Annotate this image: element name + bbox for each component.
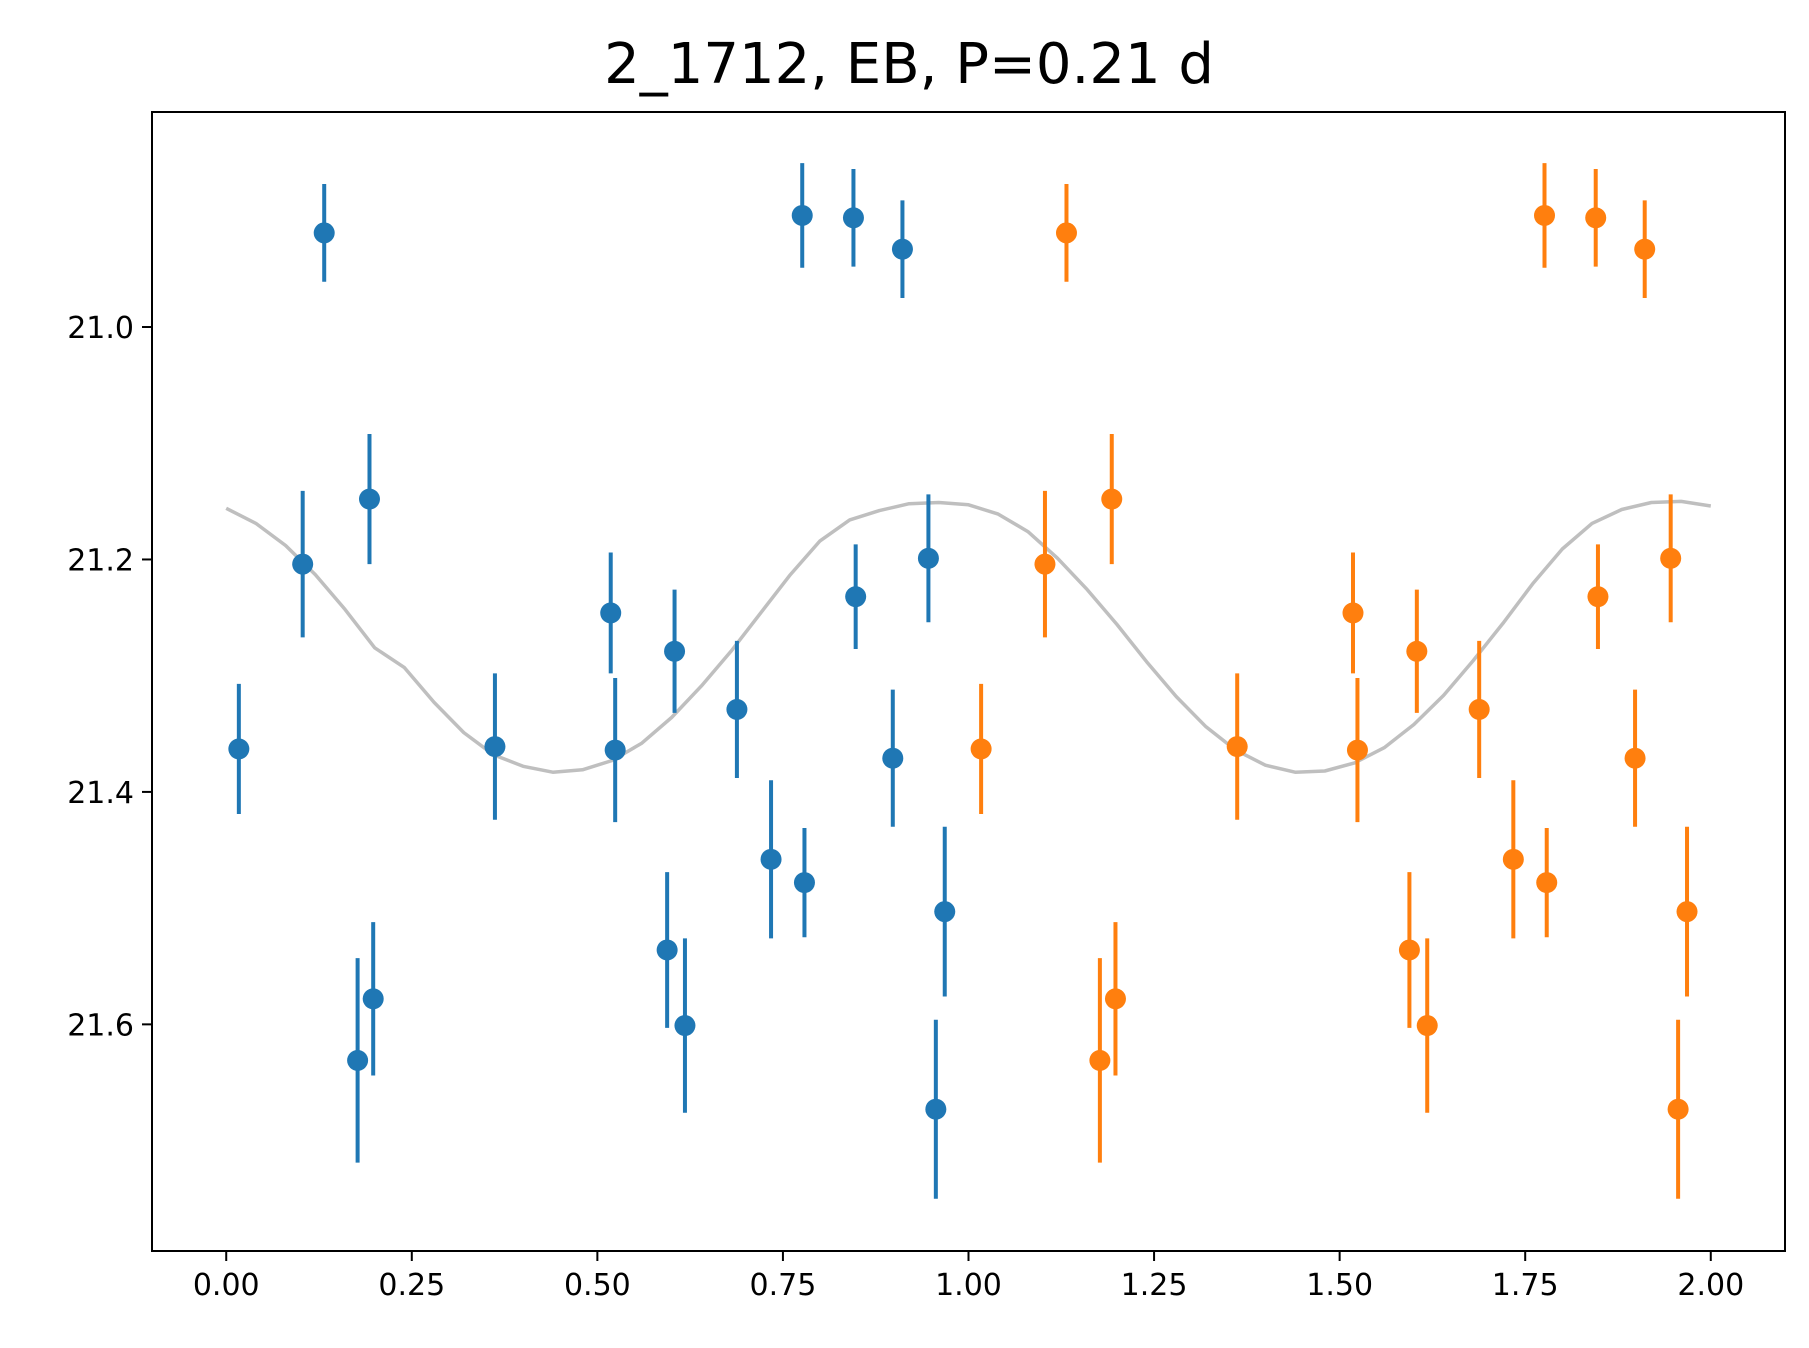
- x-tick-label: 1.50: [1306, 1268, 1373, 1303]
- data-point-series-1: [845, 586, 867, 608]
- data-point-series-2: [1089, 1049, 1111, 1071]
- data-point-series-2: [1101, 488, 1123, 510]
- data-point-series-2: [1660, 547, 1682, 569]
- data-point-series-2: [1534, 204, 1556, 226]
- data-point-series-2: [1536, 872, 1558, 894]
- data-point-series-1: [656, 939, 678, 961]
- x-tick-label: 0.00: [193, 1268, 260, 1303]
- data-point-series-2: [1406, 640, 1428, 662]
- axes-layer: 0.00 0.25 0.50 0.75 1.00 1.25 1.50 1.75 2.00 21.0…: [67, 111, 1786, 1303]
- data-point-series-2: [1585, 207, 1607, 229]
- data-point-series-2: [1055, 222, 1077, 244]
- data-point-series-2: [1624, 747, 1646, 769]
- x-tick-label: 0.75: [750, 1268, 817, 1303]
- data-point-series-2: [1416, 1015, 1438, 1037]
- data-point-series-1: [313, 222, 335, 244]
- data-point-series-1: [934, 901, 956, 923]
- data-point-series-2: [1634, 238, 1656, 260]
- data-point-series-2: [1226, 736, 1248, 758]
- data-point-series-1: [664, 640, 686, 662]
- data-point-series-1: [882, 747, 904, 769]
- data-point-series-2: [1346, 739, 1368, 761]
- data-point-series-1: [791, 204, 813, 226]
- data-point-series-2: [1104, 988, 1126, 1010]
- fit-curve-layer: [225, 499, 1712, 774]
- data-point-series-1: [726, 698, 748, 720]
- data-point-series-1: [484, 736, 506, 758]
- y-tick-label: 21.4: [67, 776, 134, 811]
- x-tick-label: 0.50: [564, 1268, 631, 1303]
- data-point-series-1: [793, 872, 815, 894]
- data-point-series-2: [1676, 901, 1698, 923]
- data-point-series-1: [842, 207, 864, 229]
- data-point-series-1: [925, 1098, 947, 1120]
- data-point-series-1: [891, 238, 913, 260]
- data-point-series-2: [1587, 586, 1609, 608]
- fit-curve-line: [225, 499, 1712, 774]
- data-point-series-2: [1667, 1098, 1689, 1120]
- x-tick-label: 1.75: [1492, 1268, 1559, 1303]
- data-point-series-2: [1468, 698, 1490, 720]
- y-tick-label: 21.6: [67, 1008, 134, 1043]
- data-points-layer: [228, 163, 1698, 1199]
- data-point-series-2: [1034, 553, 1056, 575]
- data-point-series-1: [347, 1049, 369, 1071]
- data-point-series-1: [917, 547, 939, 569]
- x-tick-label: 2.00: [1677, 1268, 1744, 1303]
- data-point-series-1: [292, 553, 314, 575]
- data-point-series-2: [1398, 939, 1420, 961]
- data-point-series-1: [358, 488, 380, 510]
- data-point-series-2: [1342, 602, 1364, 624]
- data-point-series-1: [228, 738, 250, 760]
- data-point-series-1: [600, 602, 622, 624]
- data-point-series-1: [760, 848, 782, 870]
- x-tick-label: 1.25: [1121, 1268, 1188, 1303]
- y-tick-label: 21.0: [67, 311, 134, 346]
- y-tick-label: 21.2: [67, 543, 134, 578]
- data-point-series-2: [970, 738, 992, 760]
- x-tick-label: 1.00: [935, 1268, 1002, 1303]
- data-point-series-1: [674, 1015, 696, 1037]
- data-point-series-1: [362, 988, 384, 1010]
- data-point-series-2: [1502, 848, 1524, 870]
- data-point-series-1: [604, 739, 626, 761]
- chart-title: 2_1712, EB, P=0.21 d: [604, 32, 1214, 97]
- x-tick-label: 0.25: [378, 1268, 445, 1303]
